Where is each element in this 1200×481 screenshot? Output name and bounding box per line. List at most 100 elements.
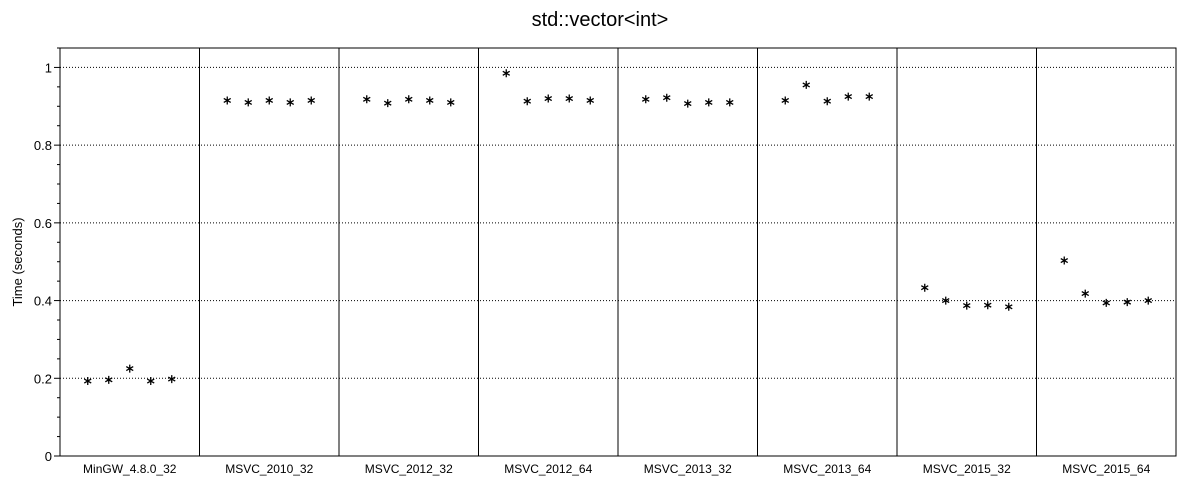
asterisk-marker [844,92,853,101]
chart-title: std::vector<int> [532,9,669,31]
data-point [523,97,532,106]
data-point [704,98,713,107]
data-point [104,375,113,384]
asterisk-marker [523,97,532,106]
x-tick-label: MSVC_2013_64 [783,462,871,476]
data-points [83,69,1153,386]
data-point [781,96,790,105]
data-point [983,301,992,310]
data-point [83,377,92,386]
y-tick-label: 0.4 [34,294,52,309]
asterisk-marker [1102,298,1111,307]
y-tick-label: 0.6 [34,216,52,231]
data-point [286,98,295,107]
data-point [725,98,734,107]
data-point [865,92,874,101]
data-point [662,93,671,102]
asterisk-marker [362,95,371,104]
data-point [146,377,155,386]
asterisk-marker [565,94,574,103]
data-point [502,69,511,78]
asterisk-marker [223,96,232,105]
asterisk-marker [962,301,971,310]
data-point [425,96,434,105]
data-point [823,97,832,106]
x-axis-labels: MinGW_4.8.0_32 MSVC_2010_32 MSVC_2012_32 MS… [83,462,1151,476]
x-tick-label: MSVC_2013_32 [644,462,732,476]
asterisk-marker [146,377,155,386]
x-tick-label: MSVC_2015_32 [923,462,1011,476]
asterisk-marker [544,94,553,103]
asterisk-marker [307,96,316,105]
data-point [383,99,392,108]
asterisk-marker [286,98,295,107]
y-axis-label: Time (seconds) [10,217,25,306]
data-point [446,98,455,107]
data-point [962,301,971,310]
asterisk-marker [425,96,434,105]
y-tick-label: 0.8 [34,138,52,153]
asterisk-marker [823,97,832,106]
data-point [586,96,595,105]
asterisk-marker [683,99,692,108]
x-tick-label: MSVC_2015_64 [1062,462,1150,476]
asterisk-marker [1004,302,1013,311]
asterisk-marker [502,69,511,78]
data-point [404,95,413,104]
asterisk-marker [404,95,413,104]
asterisk-marker [446,98,455,107]
asterisk-marker [1123,298,1132,307]
data-point [1060,256,1069,265]
data-point [265,96,274,105]
asterisk-marker [1081,289,1090,298]
x-tick-label: MSVC_2010_32 [225,462,313,476]
x-tick-label: MSVC_2012_32 [365,462,453,476]
asterisk-marker [641,95,650,104]
data-point [683,99,692,108]
asterisk-marker [1060,256,1069,265]
data-point [1081,289,1090,298]
asterisk-marker [704,98,713,107]
asterisk-marker [920,283,929,292]
data-point [362,95,371,104]
data-point [565,94,574,103]
asterisk-marker [83,377,92,386]
data-point [125,364,134,373]
asterisk-marker [781,96,790,105]
asterisk-marker [244,98,253,107]
plot-frame [59,47,1177,457]
asterisk-marker [941,296,950,305]
data-point [1102,298,1111,307]
y-tick-label: 1 [45,60,52,75]
asterisk-marker [865,92,874,101]
data-point [307,96,316,105]
asterisk-marker [725,98,734,107]
data-point [1123,298,1132,307]
y-axis-ticks: 0 0.2 0.4 0.6 0.8 1 [34,47,60,464]
asterisk-marker [662,93,671,102]
y-tick-label: 0 [45,449,52,464]
asterisk-marker [586,96,595,105]
x-tick-label: MinGW_4.8.0_32 [83,462,177,476]
asterisk-marker [802,80,811,89]
asterisk-marker [167,375,176,384]
asterisk-marker [1144,296,1153,305]
data-point [641,95,650,104]
asterisk-marker [383,99,392,108]
asterisk-marker [125,364,134,373]
data-point [844,92,853,101]
data-point [223,96,232,105]
x-tick-label: MSVC_2012_64 [504,462,592,476]
y-tick-label: 0.2 [34,371,52,386]
data-point [244,98,253,107]
data-point [1144,296,1153,305]
data-point [167,375,176,384]
data-point [544,94,553,103]
data-point [1004,302,1013,311]
data-point [802,80,811,89]
asterisk-marker [265,96,274,105]
asterisk-marker [104,375,113,384]
asterisk-marker [983,301,992,310]
category-dividers [199,48,1037,456]
